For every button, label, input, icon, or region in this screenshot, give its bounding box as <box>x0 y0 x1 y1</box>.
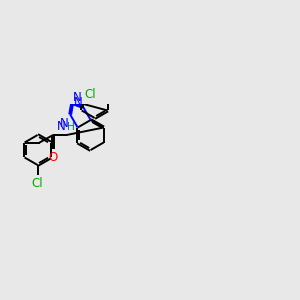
Text: N: N <box>60 117 69 130</box>
Text: Cl: Cl <box>32 177 44 190</box>
Text: N: N <box>73 92 82 104</box>
Text: O: O <box>48 151 58 164</box>
Text: N: N <box>57 120 66 133</box>
Text: H: H <box>67 122 75 132</box>
Text: Cl: Cl <box>84 88 96 101</box>
Text: N: N <box>74 96 83 109</box>
